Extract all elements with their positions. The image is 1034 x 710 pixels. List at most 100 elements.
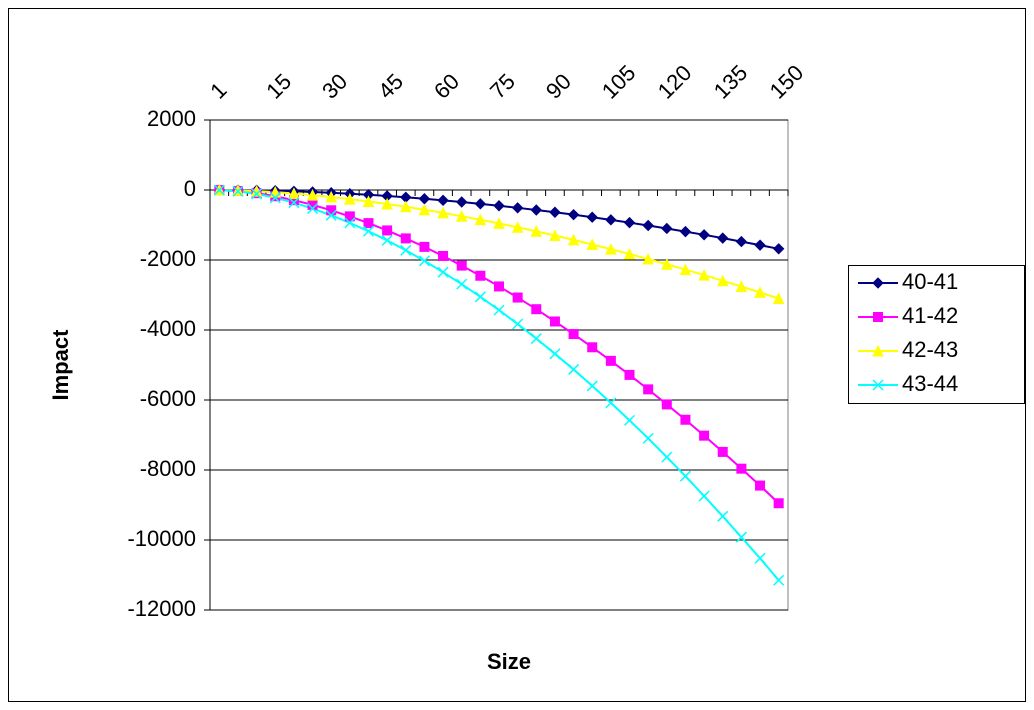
marker <box>456 260 467 271</box>
marker <box>549 348 561 360</box>
marker <box>623 247 636 260</box>
marker <box>437 194 449 207</box>
marker <box>698 229 710 241</box>
marker <box>418 255 430 267</box>
marker <box>437 206 449 219</box>
marker <box>494 281 504 292</box>
marker <box>624 369 635 380</box>
marker <box>605 214 617 226</box>
marker <box>661 222 673 235</box>
y-tick-label: -10000 <box>127 526 196 551</box>
marker <box>754 286 766 298</box>
marker <box>326 205 337 216</box>
marker <box>269 192 281 204</box>
marker <box>530 333 542 345</box>
legend-label: 40-41 <box>902 269 958 294</box>
marker <box>568 363 580 375</box>
marker <box>511 221 524 233</box>
marker <box>382 225 393 236</box>
marker <box>660 258 673 270</box>
marker <box>661 451 673 463</box>
marker <box>549 206 561 218</box>
legend-marker <box>872 379 884 391</box>
marker <box>661 399 672 410</box>
marker <box>735 280 748 293</box>
marker <box>567 233 580 246</box>
marker <box>773 498 784 509</box>
marker <box>362 195 375 207</box>
marker <box>474 291 486 303</box>
marker <box>643 384 654 395</box>
marker <box>419 241 430 252</box>
legend-label: 42-43 <box>902 337 958 362</box>
marker <box>511 202 524 214</box>
marker <box>455 210 468 222</box>
marker <box>623 414 636 426</box>
marker <box>679 470 691 482</box>
marker <box>363 218 374 229</box>
marker <box>493 200 505 212</box>
marker <box>755 480 766 491</box>
legend-marker <box>872 277 884 289</box>
marker <box>530 204 542 216</box>
marker <box>642 432 654 444</box>
y-tick-label: 2000 <box>147 106 196 131</box>
marker <box>568 329 579 340</box>
marker <box>698 490 710 502</box>
y-tick-label: -4000 <box>140 316 196 341</box>
marker <box>549 229 561 242</box>
marker <box>232 185 244 197</box>
marker <box>623 216 636 229</box>
marker <box>400 233 411 244</box>
marker <box>698 268 710 281</box>
legend-label: 41-42 <box>902 303 958 328</box>
marker <box>531 304 542 315</box>
marker <box>400 244 412 256</box>
marker <box>362 225 375 237</box>
marker <box>288 197 300 209</box>
marker <box>325 190 338 203</box>
x-axis-label: Size <box>487 649 531 674</box>
marker <box>717 446 728 457</box>
marker <box>344 211 355 222</box>
marker <box>605 355 616 366</box>
marker <box>680 414 691 425</box>
marker <box>213 184 225 196</box>
marker <box>716 274 729 287</box>
marker <box>512 318 524 330</box>
marker <box>735 235 748 248</box>
y-tick-label: -8000 <box>140 456 196 481</box>
marker <box>586 238 599 250</box>
marker <box>549 316 560 327</box>
marker <box>288 187 300 200</box>
marker <box>642 252 654 265</box>
marker <box>399 200 412 213</box>
marker <box>475 270 486 281</box>
marker <box>735 531 747 543</box>
marker <box>456 278 468 290</box>
marker <box>567 208 580 221</box>
marker <box>306 189 319 201</box>
marker <box>736 463 747 474</box>
marker <box>587 342 598 353</box>
marker <box>512 292 523 303</box>
marker <box>437 266 449 278</box>
marker <box>586 380 598 392</box>
marker <box>474 198 487 210</box>
legend-marker <box>873 312 883 322</box>
marker <box>530 225 543 237</box>
marker <box>605 243 617 255</box>
y-tick-label: -2000 <box>140 246 196 271</box>
marker <box>251 188 263 200</box>
marker <box>772 292 785 304</box>
y-tick-label: -12000 <box>127 596 196 621</box>
y-tick-label: -6000 <box>140 386 196 411</box>
marker <box>605 397 617 409</box>
marker <box>699 430 710 441</box>
marker <box>717 232 729 244</box>
marker <box>679 225 692 238</box>
marker <box>493 217 505 229</box>
marker <box>717 510 729 522</box>
marker <box>474 213 487 226</box>
